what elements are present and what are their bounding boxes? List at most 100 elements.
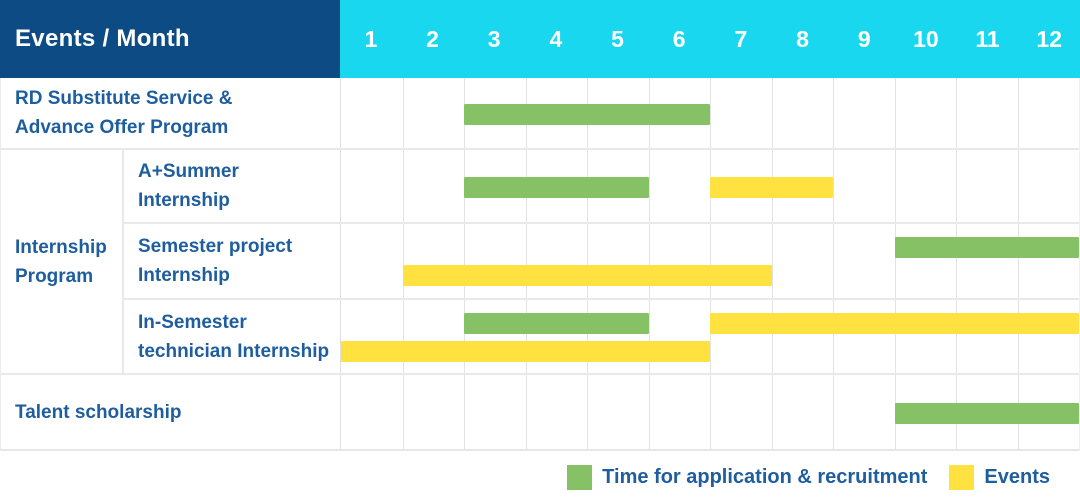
timeline-chart-cell [340, 375, 1079, 449]
month-header-9: 9 [857, 25, 871, 52]
month-header-1: 1 [364, 25, 378, 52]
bar-application-recruitment [894, 403, 1079, 424]
month-gridline [648, 150, 650, 222]
month-gridline [1017, 300, 1019, 373]
month-gridline [771, 78, 773, 148]
legend-item-events: Events [949, 465, 1050, 490]
month-gridline [464, 224, 465, 298]
bar-event [341, 341, 710, 362]
month-gridline [771, 375, 773, 449]
bar-event [710, 177, 833, 198]
month-gridline [833, 224, 834, 298]
label-line: Semester project [138, 236, 293, 257]
month-gridline [402, 300, 404, 373]
group-subrows: A+Summer Internship Semester project Intern… [122, 150, 1079, 373]
month-gridline [710, 224, 711, 298]
label-line: A+Summer [138, 161, 239, 182]
month-gridline [956, 300, 957, 373]
bar-application-recruitment [894, 237, 1079, 258]
legend: Time for application & recruitment Event… [567, 465, 1050, 490]
month-gridline [587, 300, 588, 373]
month-gridline [956, 150, 957, 222]
month-gridline [587, 224, 588, 298]
bar-application-recruitment [464, 313, 649, 334]
month-gridline [710, 300, 711, 373]
label-line: Internship [15, 236, 107, 258]
month-header-6: 6 [672, 25, 686, 52]
month-header-2: 2 [426, 25, 439, 52]
bar-event [710, 313, 1079, 334]
table-body: RD Substitute Service & Advance Offer Pro… [0, 78, 1080, 451]
timeline-chart-cell [340, 150, 1079, 222]
month-gridline [956, 78, 957, 148]
label-line: Advance Offer Program [15, 117, 229, 138]
table-subrow: A+Summer Internship [124, 150, 1079, 222]
month-gridline [956, 224, 957, 298]
month-gridline [402, 224, 404, 298]
bar-application-recruitment [464, 177, 649, 198]
timeline-chart-cell [340, 224, 1079, 298]
event-label: In-Semester technician Internship [124, 300, 340, 373]
month-gridline [402, 150, 404, 222]
table-subrow: In-Semester technician Internship [124, 298, 1079, 373]
month-gridline [894, 78, 896, 148]
month-gridline [525, 300, 527, 373]
month-header-10: 10 [913, 25, 939, 52]
events-month-table: Events / Month 1 2 3 4 5 6 7 8 9 10 11 12 RD Substi… [0, 0, 1080, 451]
month-header-7: 7 [734, 25, 748, 52]
month-gridline [894, 150, 896, 222]
legend-swatch-yellow [949, 465, 975, 490]
month-gridline [464, 300, 465, 373]
month-gridline [525, 224, 527, 298]
legend-item-application-recruitment: Time for application & recruitment [567, 465, 927, 490]
table-row: RD Substitute Service & Advance Offer Pro… [1, 78, 1079, 150]
month-gridline [402, 78, 404, 148]
month-gridline [587, 375, 588, 449]
month-gridline [525, 375, 527, 449]
month-gridline [648, 375, 650, 449]
timeline-chart-cell [340, 300, 1079, 373]
month-gridline [1017, 224, 1019, 298]
month-header-4: 4 [549, 25, 563, 52]
events-month-header-cell: Events / Month [0, 0, 340, 78]
month-header-3: 3 [487, 25, 501, 52]
legend-label-application-recruitment: Time for application & recruitment [602, 466, 928, 488]
group-label: Internship Program [1, 150, 122, 373]
month-gridline [894, 224, 896, 298]
label-line: Internship [138, 265, 230, 286]
label-line: Program [15, 265, 94, 287]
event-label: Talent scholarship [1, 375, 340, 449]
month-header-5: 5 [611, 25, 624, 52]
month-gridline [464, 375, 465, 449]
legend-label-events: Events [984, 466, 1050, 488]
label-line: RD Substitute Service & [15, 88, 233, 109]
label-line: In-Semester [138, 311, 247, 333]
bar-event [402, 265, 772, 286]
month-gridline [894, 300, 896, 373]
timeline-chart-cell [340, 78, 1079, 148]
month-gridline [1017, 78, 1019, 148]
month-gridline [648, 300, 650, 373]
table-header-row: Events / Month 1 2 3 4 5 6 7 8 9 10 11 12 [0, 0, 1080, 78]
month-gridline [833, 78, 834, 148]
month-gridline [833, 300, 834, 373]
event-label: Semester project Internship [124, 224, 340, 298]
label-line: technician Internship [138, 340, 330, 362]
table-group-row: Internship Program A+Summer Internship Semes… [1, 150, 1079, 375]
month-gridline [402, 375, 404, 449]
bar-application-recruitment [464, 104, 710, 125]
month-gridline [710, 375, 711, 449]
event-label: A+Summer Internship [124, 150, 340, 222]
month-header-12: 12 [1036, 25, 1063, 52]
month-gridline [1017, 150, 1019, 222]
event-label: RD Substitute Service & Advance Offer Pro… [1, 78, 340, 148]
label-line: Talent scholarship [15, 401, 182, 423]
table-row: Talent scholarship [1, 375, 1079, 449]
month-gridline [648, 224, 650, 298]
month-gridline [771, 224, 773, 298]
month-gridline [771, 300, 773, 373]
legend-swatch-green [567, 465, 593, 490]
legend-footer: Time for application & recruitment Event… [0, 451, 1080, 504]
month-header-11: 11 [975, 25, 1000, 52]
month-header-8: 8 [796, 25, 809, 52]
